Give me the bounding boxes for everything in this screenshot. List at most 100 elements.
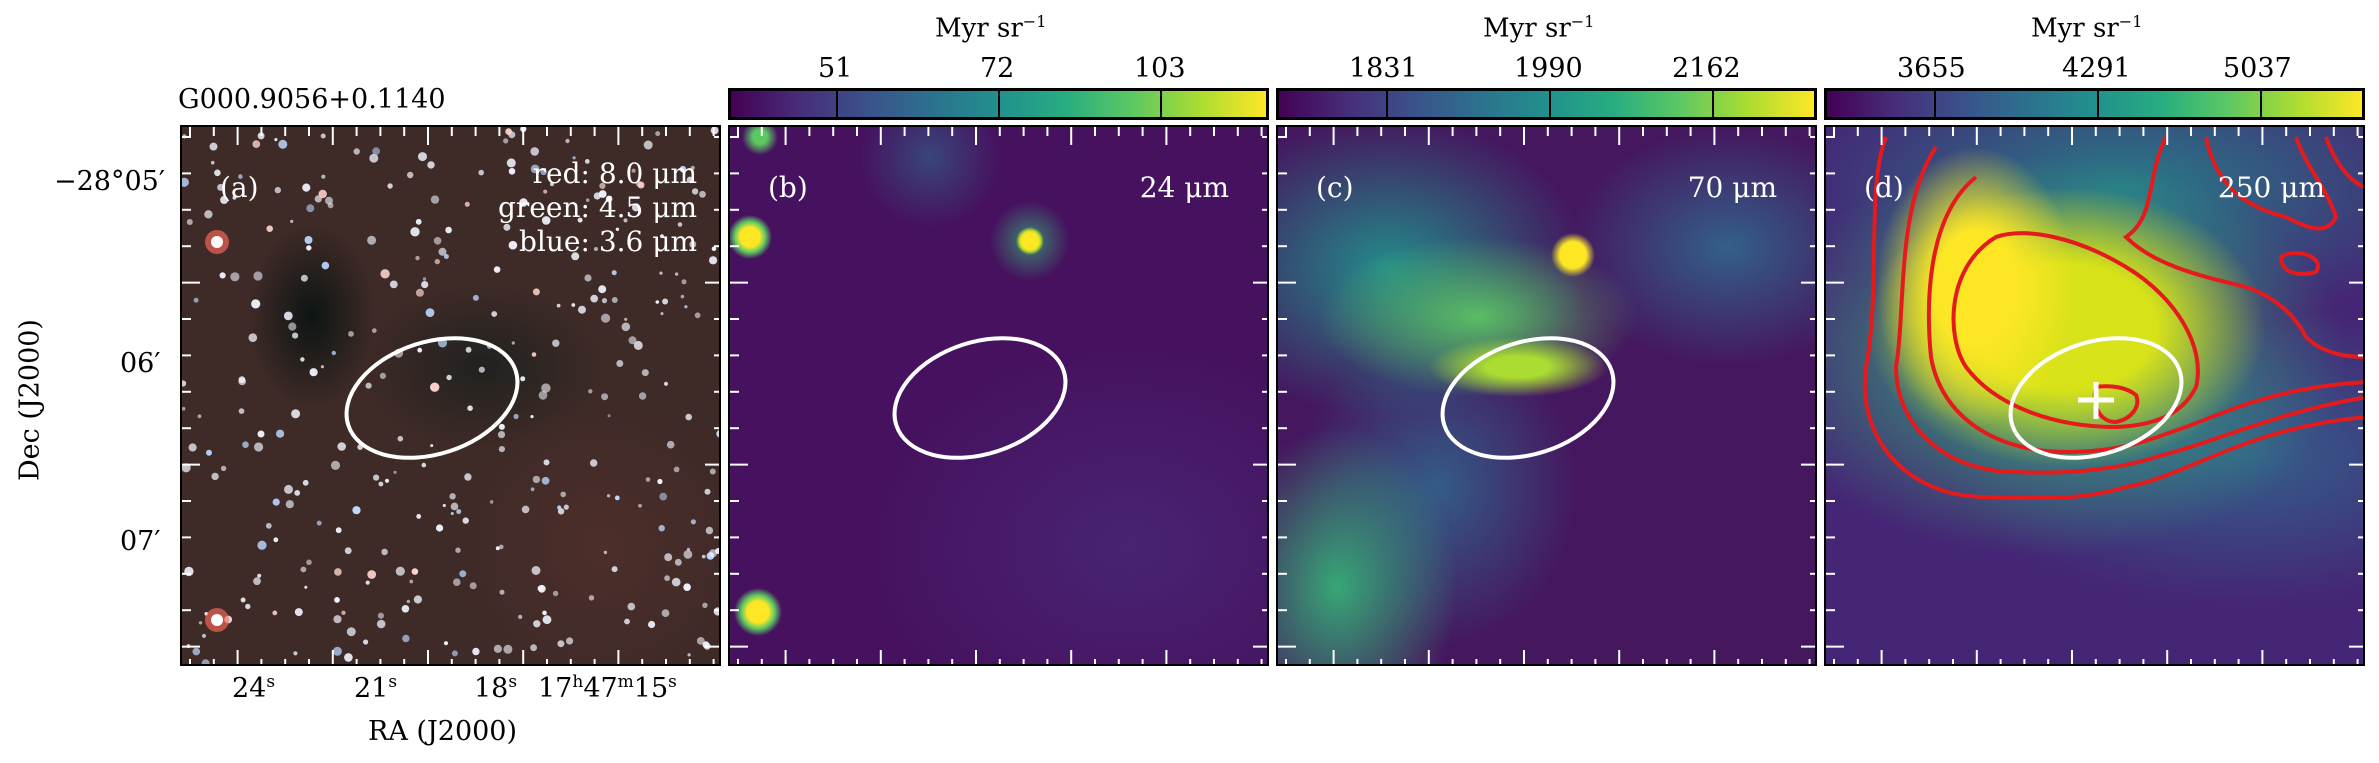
star (197, 414, 202, 419)
star (397, 435, 404, 442)
star (369, 153, 379, 163)
star (659, 492, 668, 501)
star (409, 579, 414, 584)
star (655, 300, 660, 304)
star (238, 376, 246, 384)
star (238, 408, 245, 414)
star (643, 140, 653, 150)
star (478, 366, 485, 373)
star (415, 218, 422, 225)
star (537, 585, 544, 592)
star (530, 415, 534, 419)
star (685, 413, 692, 421)
star (557, 640, 565, 648)
star (624, 317, 628, 321)
star (674, 272, 679, 276)
star (430, 444, 434, 448)
star (532, 475, 541, 484)
star (192, 647, 201, 656)
star (365, 382, 372, 389)
star (438, 247, 447, 256)
star (333, 615, 342, 624)
star (451, 650, 458, 657)
colorbar-tick-label: 5037 (2223, 53, 2292, 84)
star (585, 198, 590, 202)
band-label: 70 μm (1687, 171, 1777, 204)
star (376, 619, 386, 629)
star (503, 138, 509, 144)
star (542, 615, 552, 625)
star (327, 202, 334, 209)
star (611, 297, 618, 303)
colorbar-c (1276, 88, 1817, 120)
star (379, 372, 386, 379)
star (352, 506, 361, 515)
star (316, 520, 322, 526)
ra-tick-label: 17h47m15s (538, 672, 677, 704)
rgb-legend-red: red: 8.0 μm (532, 157, 697, 190)
star (531, 352, 537, 357)
star (206, 449, 212, 456)
source-position-cross (2078, 382, 2114, 419)
star (334, 597, 340, 603)
star (621, 322, 631, 332)
colorbar-tick-label: 72 (980, 53, 1015, 84)
star (294, 490, 301, 496)
colorbar-tick-label: 1831 (1349, 53, 1418, 84)
star (387, 183, 393, 189)
star (292, 332, 299, 339)
star (291, 409, 301, 419)
star (285, 500, 294, 509)
colorbar-b (728, 88, 1269, 120)
star (272, 498, 280, 506)
star (541, 216, 551, 225)
star (628, 336, 637, 345)
star (560, 491, 566, 498)
star (230, 272, 240, 282)
star (266, 225, 273, 232)
star (304, 236, 313, 244)
star (493, 266, 501, 273)
star (711, 246, 717, 252)
star (251, 299, 261, 309)
star (531, 566, 541, 575)
colorbar-unit-label: Myr sr−1 (935, 12, 1047, 44)
star (532, 288, 540, 296)
star (219, 272, 226, 279)
star (294, 608, 303, 617)
star (690, 165, 695, 170)
panel-a-overlay (182, 127, 719, 664)
star (430, 382, 440, 392)
star (293, 651, 298, 656)
panel-letter: (b) (768, 171, 808, 204)
star (257, 540, 267, 550)
star (683, 550, 693, 559)
star (411, 568, 419, 575)
star (210, 160, 215, 165)
star (415, 255, 420, 261)
star (593, 192, 601, 200)
star (611, 566, 618, 573)
star (252, 140, 261, 148)
star (421, 281, 429, 289)
star (518, 614, 523, 619)
star (335, 527, 342, 534)
star (605, 195, 613, 203)
star (493, 644, 502, 653)
star (478, 169, 485, 176)
star (300, 274, 308, 282)
star (254, 442, 264, 452)
star (384, 478, 390, 483)
star (533, 620, 541, 628)
panel-letter: (d) (1864, 171, 1904, 204)
star (186, 219, 193, 225)
star (571, 252, 580, 261)
star (464, 473, 472, 481)
rgb-legend-green: green: 4.5 μm (498, 191, 697, 224)
star (638, 503, 642, 508)
star (696, 637, 705, 645)
star (240, 597, 246, 603)
star (631, 168, 636, 173)
star (677, 222, 683, 227)
star (321, 261, 330, 270)
